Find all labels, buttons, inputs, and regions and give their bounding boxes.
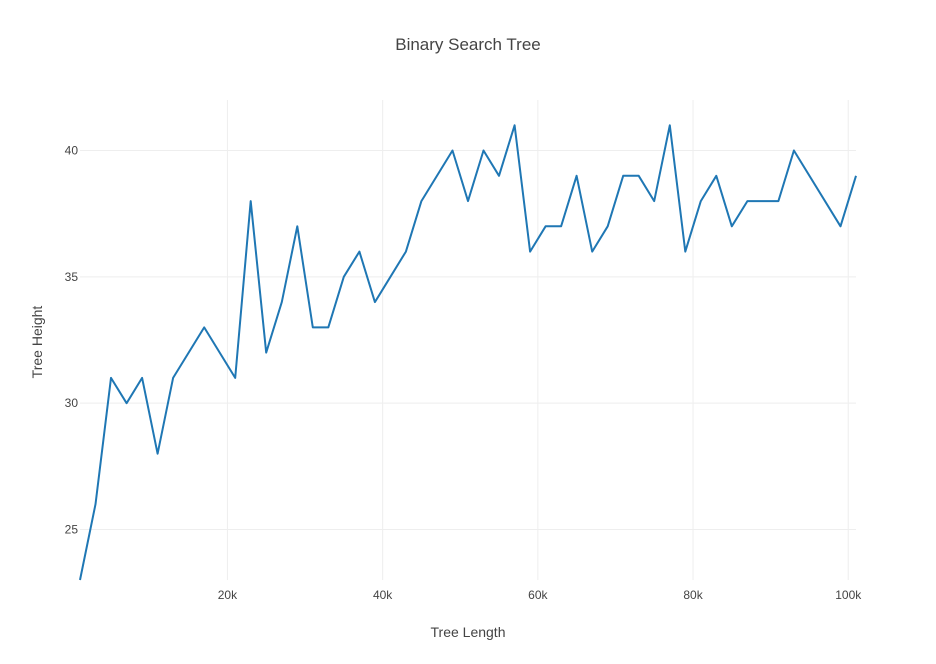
x-tick-label: 60k xyxy=(528,588,548,602)
x-axis-ticks: 20k 40k 60k 80k 100k xyxy=(218,588,862,602)
x-tick-label: 40k xyxy=(373,588,393,602)
x-tick-label: 100k xyxy=(835,588,862,602)
series-layer xyxy=(79,124,857,581)
gridlines xyxy=(80,100,856,580)
y-tick-label: 25 xyxy=(65,522,79,536)
x-tick-label: 80k xyxy=(683,588,703,602)
y-tick-label: 40 xyxy=(65,144,79,158)
y-tick-label: 35 xyxy=(65,270,79,284)
chart-title: Binary Search Tree xyxy=(395,35,541,54)
y-tick-label: 30 xyxy=(65,396,79,410)
y-axis-title: Tree Height xyxy=(29,306,45,379)
series-line xyxy=(79,124,857,581)
y-axis-ticks: 25 30 35 40 xyxy=(65,144,79,537)
x-axis-title: Tree Length xyxy=(431,624,506,640)
x-tick-label: 20k xyxy=(218,588,238,602)
